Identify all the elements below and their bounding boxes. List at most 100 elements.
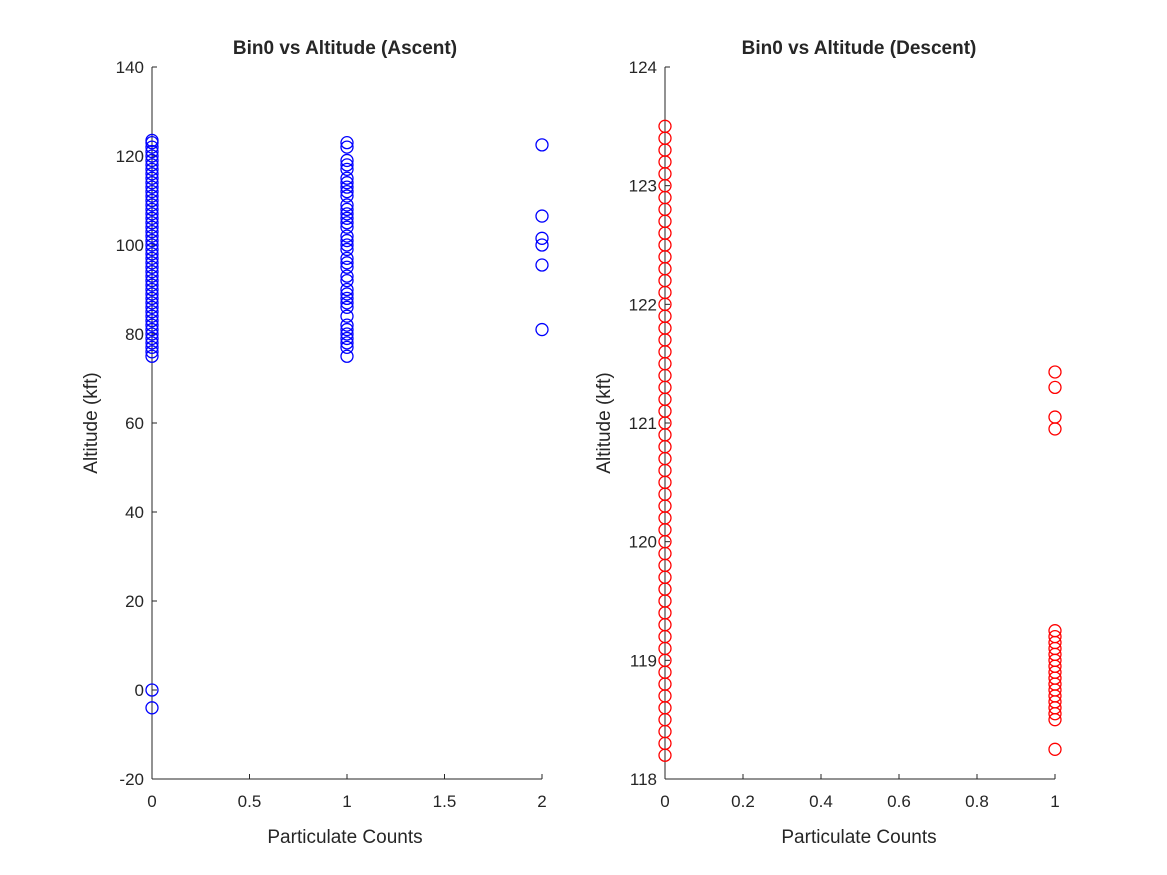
ascent-data-point: [340, 238, 354, 252]
ascent-data-point: [340, 140, 354, 154]
ascent-data-point: [535, 138, 549, 152]
ascent-data-point: [145, 318, 159, 332]
ascent-y-tick-label: 40: [125, 503, 144, 522]
ascent-plot-title: Bin0 vs Altitude (Ascent): [233, 38, 457, 59]
descent-x-tick-label: 0.2: [731, 792, 755, 811]
ascent-y-tick-label: 140: [116, 58, 144, 77]
ascent-data-point: [535, 258, 549, 272]
ascent-data-point: [340, 273, 354, 288]
ascent-data-point: [145, 162, 159, 177]
descent-data-point: [1048, 742, 1062, 756]
descent-data-point: [1048, 365, 1062, 379]
ascent-data-point: [340, 296, 354, 310]
ascent-data-point: [340, 229, 354, 243]
ascent-data-point: [145, 189, 159, 203]
ascent-data-point: [145, 207, 159, 221]
ascent-data-point: [145, 305, 159, 319]
ascent-data-point: [145, 211, 159, 225]
ascent-y-tick-label: 80: [125, 325, 144, 344]
descent-x-tick-label: 1: [1050, 792, 1059, 811]
descent-x-tick-label: 0.8: [965, 792, 989, 811]
ascent-data-point: [145, 176, 159, 190]
descent-y-tick-label: 124: [629, 58, 657, 77]
ascent-data-point: [340, 171, 354, 185]
ascent-data-point: [145, 202, 159, 217]
ascent-data-point: [340, 300, 354, 314]
descent-data-point: [1048, 629, 1062, 644]
ascent-data-point: [340, 309, 354, 323]
ascent-data-point: [145, 265, 159, 279]
ascent-data-point: [145, 309, 159, 323]
ascent-data-point: [340, 189, 354, 203]
descent-x-tick-label: 0.6: [887, 792, 911, 811]
ascent-data-point: [340, 180, 354, 194]
descent-x-axis-label: Particulate Counts: [781, 827, 936, 848]
ascent-data-point: [145, 683, 159, 697]
ascent-data-point: [340, 322, 354, 337]
ascent-data-point: [145, 171, 159, 185]
ascent-data-point: [145, 701, 159, 715]
ascent-data-point: [145, 282, 159, 297]
ascent-data-point: [340, 331, 354, 346]
ascent-data-point: [145, 140, 159, 154]
descent-x-tick-label: 0.4: [809, 792, 833, 811]
ascent-data-point: [145, 322, 159, 337]
descent-y-tick-label: 121: [629, 414, 657, 433]
ascent-data-point: [145, 336, 159, 350]
ascent-data-point: [145, 269, 159, 283]
ascent-data-point: [145, 242, 159, 257]
ascent-data-point: [145, 340, 159, 355]
ascent-data-point: [340, 251, 354, 266]
ascent-data-point: [145, 256, 159, 270]
ascent-data-point: [340, 282, 354, 297]
ascent-data-point: [340, 207, 354, 221]
descent-plot: Bin0 vs Altitude (Descent) Particulate C…: [594, 38, 1062, 848]
ascent-x-tick-label: 1.5: [433, 792, 457, 811]
ascent-x-tick-label: 2: [537, 792, 546, 811]
ascent-data-point: [340, 327, 354, 341]
ascent-data-point: [145, 260, 159, 274]
ascent-data-point: [535, 209, 549, 223]
descent-x-tick-label: 0: [660, 792, 669, 811]
ascent-data-point: [340, 202, 354, 217]
ascent-data-point: [145, 216, 159, 230]
descent-y-tick-label: 120: [629, 533, 657, 552]
ascent-data-point: [145, 193, 159, 208]
ascent-data-point: [535, 238, 549, 252]
ascent-y-tick-label: -20: [119, 770, 144, 789]
ascent-data-point: [340, 153, 354, 168]
ascent-data-point: [340, 349, 354, 363]
ascent-data-point: [340, 162, 354, 177]
ascent-x-tick-label: 1: [342, 792, 351, 811]
ascent-y-tick-label: 20: [125, 592, 144, 611]
ascent-y-tick-label: 100: [116, 236, 144, 255]
ascent-data-point: [340, 260, 354, 274]
ascent-data-point: [340, 340, 354, 355]
ascent-x-tick-label: 0: [147, 792, 156, 811]
ascent-y-tick-label: 120: [116, 147, 144, 166]
ascent-data-point: [340, 216, 354, 230]
ascent-data-point: [145, 198, 159, 212]
ascent-data-point: [145, 313, 159, 328]
ascent-data-point: [145, 149, 159, 163]
ascent-y-axis-label: Altitude (kft): [81, 372, 102, 473]
ascent-data-point: [340, 269, 354, 283]
ascent-data-point: [340, 318, 354, 332]
ascent-data-point: [145, 300, 159, 314]
ascent-data-point: [340, 211, 354, 225]
descent-data-point: [1048, 410, 1062, 424]
ascent-y-tick-label: 60: [125, 414, 144, 433]
ascent-x-axis-label: Particulate Counts: [267, 827, 422, 848]
ascent-data-point: [145, 273, 159, 288]
descent-data-point: [658, 119, 672, 133]
ascent-data-point: [145, 278, 159, 292]
ascent-data-point: [340, 287, 354, 301]
ascent-data-point: [340, 233, 354, 248]
ascent-data-point: [340, 135, 354, 150]
descent-y-axis-label: Altitude (kft): [594, 372, 615, 473]
ascent-data-point: [145, 251, 159, 266]
ascent-data-point: [340, 158, 354, 172]
ascent-data-point: [145, 349, 159, 363]
